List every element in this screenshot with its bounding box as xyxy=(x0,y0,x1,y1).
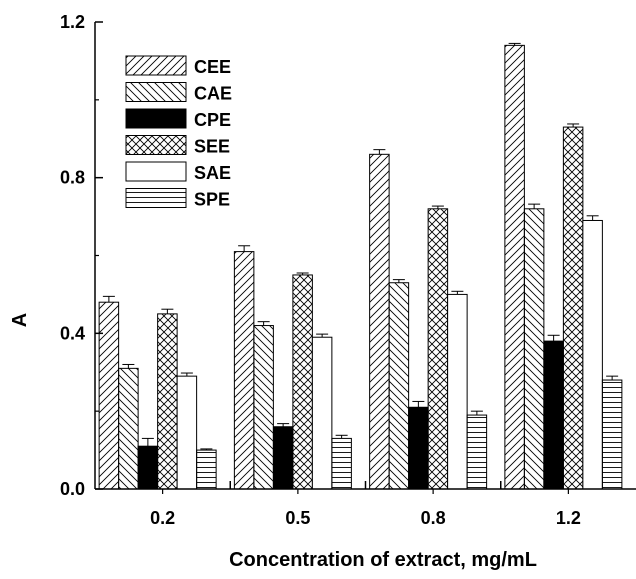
bar-see-1.2 xyxy=(562,126,584,490)
x-tick-label: 0.2 xyxy=(150,508,175,528)
x-axis-title: Concentration of extract, mg/mL xyxy=(229,549,537,571)
legend-label-cae: CAE xyxy=(194,84,232,104)
legend-swatch-spe xyxy=(125,188,187,208)
x-tick-label: 1.2 xyxy=(556,508,581,528)
bar-cee-0.5 xyxy=(233,251,255,490)
bar-spe-0.8 xyxy=(466,414,488,490)
bar-sae-1.2 xyxy=(582,219,603,490)
bar-cae-1.2 xyxy=(523,208,545,490)
bar-see-0.2 xyxy=(157,313,178,490)
bar-spe-0.2 xyxy=(196,449,217,490)
bar-see-0.8 xyxy=(427,208,449,490)
legend-label-cpe: CPE xyxy=(194,110,231,130)
y-tick-label: 0.8 xyxy=(60,168,85,188)
axes-layer: 0.0 0.4 0.8 1.2 0.2 0.5 0.8 1.2 xyxy=(60,12,636,528)
legend-swatch-cae xyxy=(125,82,187,102)
legend: CEE CAE CPE SEE SAE SPE xyxy=(125,55,232,210)
bar-cpe-0.8 xyxy=(408,406,429,490)
bar-see-0.5 xyxy=(292,274,313,490)
bar-cee-0.8 xyxy=(369,153,390,490)
bar-cpe-0.2 xyxy=(137,445,159,490)
legend-swatch-sae xyxy=(125,161,187,182)
y-tick-label: 0.0 xyxy=(60,479,85,499)
bar-sae-0.2 xyxy=(176,375,198,490)
legend-label-sae: SAE xyxy=(194,163,231,183)
y-tick-label: 0.4 xyxy=(60,323,85,343)
x-tick-label: 0.8 xyxy=(421,508,446,528)
legend-swatch-see xyxy=(125,135,187,155)
legend-label-spe: SPE xyxy=(194,190,230,210)
bar-cpe-1.2 xyxy=(543,340,564,490)
bar-sae-0.8 xyxy=(447,293,468,490)
bar-cee-0.2 xyxy=(98,301,120,490)
legend-label-see: SEE xyxy=(194,137,230,157)
legend-swatch-cpe xyxy=(125,108,187,129)
bar-spe-0.5 xyxy=(331,437,352,490)
bar-sae-0.5 xyxy=(311,336,333,490)
bar-cpe-0.5 xyxy=(272,426,294,490)
y-tick-label: 1.2 xyxy=(60,12,85,32)
bar-cee-1.2 xyxy=(504,44,525,490)
bar-cae-0.8 xyxy=(388,282,410,490)
bar-spe-1.2 xyxy=(601,379,623,490)
legend-label-cee: CEE xyxy=(194,57,231,77)
bar-cae-0.5 xyxy=(253,325,274,490)
x-tick-label: 0.5 xyxy=(285,508,310,528)
bar-cae-0.2 xyxy=(118,367,139,490)
legend-swatch-cee xyxy=(125,55,187,76)
y-axis-title: A xyxy=(9,313,31,327)
